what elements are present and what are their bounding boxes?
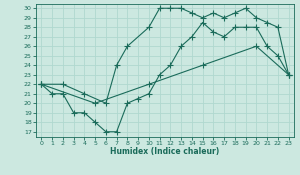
X-axis label: Humidex (Indice chaleur): Humidex (Indice chaleur) — [110, 147, 220, 156]
